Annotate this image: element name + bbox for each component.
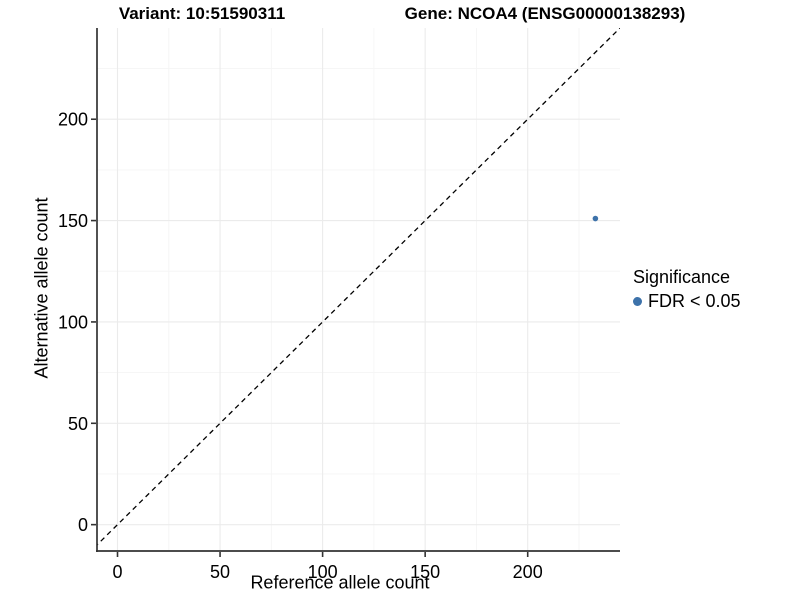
legend-title: Significance <box>633 267 731 287</box>
y-axis-label: Alternative allele count <box>31 197 52 379</box>
x-tick-label: 0 <box>113 562 123 582</box>
identity-line <box>97 28 620 546</box>
y-tick-label: 200 <box>58 110 88 130</box>
legend-item-label: FDR < 0.05 <box>648 291 741 311</box>
plot-title-gene: Gene: NCOA4 (ENSG00000138293) <box>404 4 686 23</box>
y-tick-label: 0 <box>78 515 88 535</box>
y-tick-label: 150 <box>58 211 88 231</box>
legend-item: FDR < 0.05 <box>633 291 741 312</box>
x-axis-label: Reference allele count <box>250 572 430 593</box>
y-tick-label: 50 <box>68 414 88 434</box>
x-tick-label: 50 <box>210 562 230 582</box>
x-tick-label: 200 <box>513 562 543 582</box>
x-tick-label: 100 <box>308 562 338 582</box>
data-point <box>592 215 599 222</box>
legend-point-icon <box>633 297 642 306</box>
x-tick-label: 150 <box>410 562 440 582</box>
y-tick-label: 100 <box>58 312 88 332</box>
plot-title-variant: Variant: 10:51590311 <box>118 4 286 23</box>
legend: Significance FDR < 0.05 <box>633 267 741 312</box>
